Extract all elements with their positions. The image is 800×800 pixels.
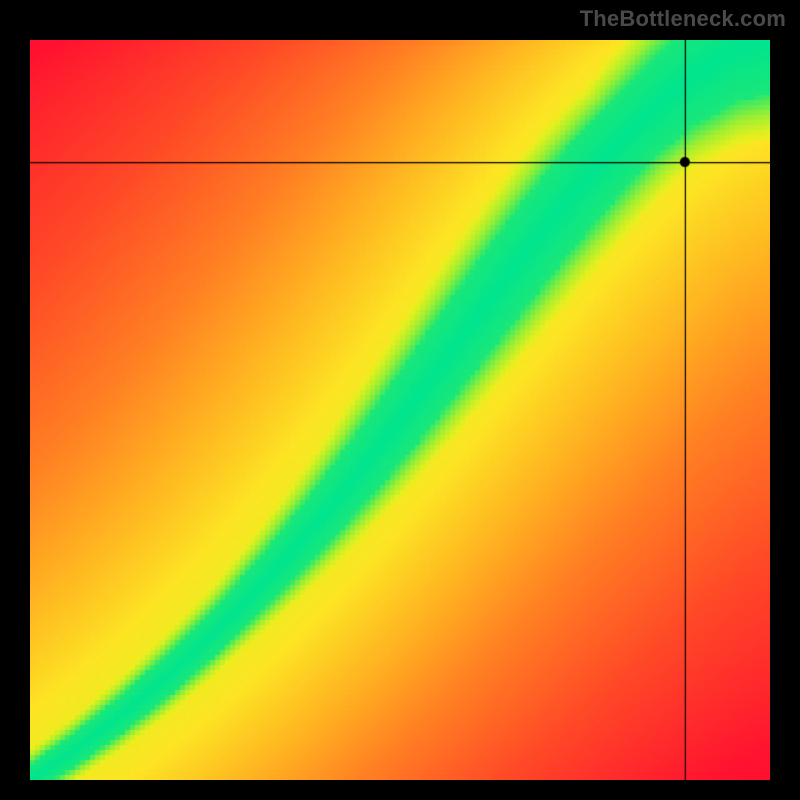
- watermark-text: TheBottleneck.com: [580, 6, 786, 32]
- heatmap-canvas: [30, 40, 770, 780]
- bottleneck-heatmap: [30, 40, 770, 780]
- root: { "watermark": { "text": "TheBottleneck.…: [0, 0, 800, 800]
